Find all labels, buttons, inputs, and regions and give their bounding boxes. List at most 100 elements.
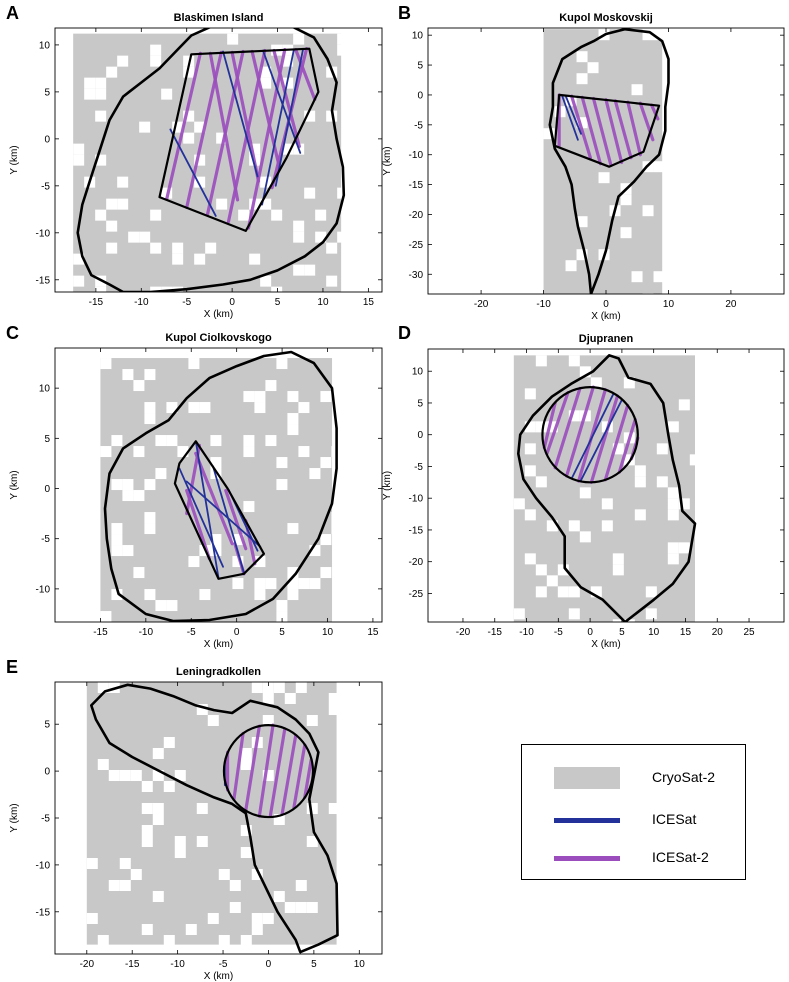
cryosat2-gap-cell [161,88,173,100]
cryosat2-gap-cell [524,421,536,433]
cryosat2-gap-cell [174,836,186,847]
cryosat2-gap-cell [106,66,118,78]
cryosat2-gap-cell [535,476,547,488]
cryosat2-gap-cell [287,589,299,601]
cryosat2-gap-cell [254,578,266,590]
cryosat2-gap-cell [207,913,219,924]
cryosat2-gap-cell [557,564,569,576]
cryosat2-gap-cell [188,556,200,568]
cryosat2-gap-cell [631,84,643,96]
cryosat2-gap-cell [667,553,679,565]
cryosat2-gap-cell [667,542,679,554]
y-tick-label: 10 [412,31,424,42]
cryosat2-gap-cell [524,553,536,565]
x-axis-label: X (km) [204,309,233,320]
cryosat2-gap-cell [337,231,349,243]
cryosat2-gap-cell [273,682,285,693]
panel-d: -20 -15 -10 -5 0 5 10 15 20 25 -25 -20 -15 -10 -5 0 5 10 D… [382,323,785,650]
panel-letter: B [398,3,411,23]
y-tick-label: 10 [39,40,51,51]
cryosat2-gap-cell [139,231,151,243]
cryosat2-gap-cell [130,869,142,880]
cryosat2-gap-cell [141,825,153,836]
cryosat2-gap-cell [218,935,230,946]
icesat2-track [294,48,317,102]
icesat2-track [230,50,261,183]
icesat2-track [194,451,234,546]
cryosat2-gap-cell [298,446,310,458]
cryosat2-gap-cell [150,55,162,67]
x-tick-label: 20 [712,627,724,638]
cryosat2-gap-cell [287,567,299,579]
cryosat2-gap-cell [240,825,252,836]
cryosat2-gaps [86,682,340,946]
x-tick-label: 20 [725,299,737,310]
icesat-track [579,398,623,482]
legend-swatch-icesat [554,818,620,823]
icesat2-track [564,385,595,478]
cryosat2-gap-cell [309,578,321,590]
x-axis-label: X (km) [204,639,233,650]
panel-letter: C [6,323,19,343]
cryosat2-gap-cell [232,556,244,568]
cryosat2-gap-cell [122,490,134,502]
cryosat2-gap-cell [152,748,164,759]
cryosat2-gap-cell [196,803,208,814]
cryosat2-gap-cell [642,205,654,217]
x-tick-label: -10 [519,627,534,638]
cryosat2-gap-cell [97,759,109,770]
y-tick-label: -5 [41,181,50,192]
y-tick-label: 10 [39,384,51,395]
cryosat2-gap-cell [667,509,679,521]
y-tick-label: -5 [41,814,50,825]
cryosat2-gap-cell [276,457,288,469]
cryosat2-gap-cell [653,161,665,173]
x-tick-label: 5 [311,959,317,970]
icesat2-track [280,733,298,816]
cryosat2-gap-cell [262,913,274,924]
x-tick-label: 5 [619,627,625,638]
y-tick-label: -5 [414,120,423,131]
cryosat2-gap-cell [634,509,646,521]
y-tick-label: 0 [44,484,50,495]
cryosat2-gap-cell [315,209,327,221]
axes-frame [427,348,785,623]
icesat2-track [292,743,307,810]
cryosat2-gap-cell [645,608,657,620]
cryosat2-gap-cell [287,391,299,403]
x-tick-label: -15 [93,627,108,638]
y-axis-label: Y (km) [382,146,393,175]
cryosat2-gap-cell [587,62,599,74]
x-axis-label: X (km) [591,639,620,650]
cryosat2-gap-cell [295,682,307,693]
cryosat2-gap-cell [287,578,299,590]
cryosat2-gap-cell [240,935,252,946]
cryosat2-gap-cell [524,509,536,521]
cryosat2-gap-cell [265,380,277,392]
cryosat2-gap-cell [271,209,283,221]
cryosat2-gap-cell [111,589,123,601]
cryosat2-gap-cell [100,358,112,370]
cryosat2-gap-cell [232,534,244,546]
icesat-track [194,440,220,579]
y-tick-label: -15 [36,275,51,286]
cryosat2-gap-cell [293,33,305,45]
icesat2-track [542,401,557,450]
panel-title: Kupol Ciolkovskogo [165,332,272,344]
cryosat2-gap-cell [304,264,316,276]
cryosat2-gap-cell [172,121,184,133]
cryosat2-gap-cell [166,402,178,414]
cryosat2-gap-cell [667,487,679,499]
cryosat2-gap-cell [106,198,118,210]
cryosat2-gap-cell [188,358,200,370]
cryosat2-gap-cell [133,446,145,458]
panels: -15 -10 -5 0 5 10 15 -15 -10 -5 0 5 10 Blaskimen Isla… [6,3,785,982]
cryosat2-gap-cell [260,77,272,89]
cryosat2-gap-cell [249,143,261,155]
y-tick-label: 0 [417,90,423,101]
cryosat2-gap-cell [568,586,580,598]
x-tick-label: -10 [139,627,154,638]
cryosat2-gap-cell [199,402,211,414]
x-tick-label: -10 [170,959,185,970]
cryosat2-gap-cell [265,435,277,447]
